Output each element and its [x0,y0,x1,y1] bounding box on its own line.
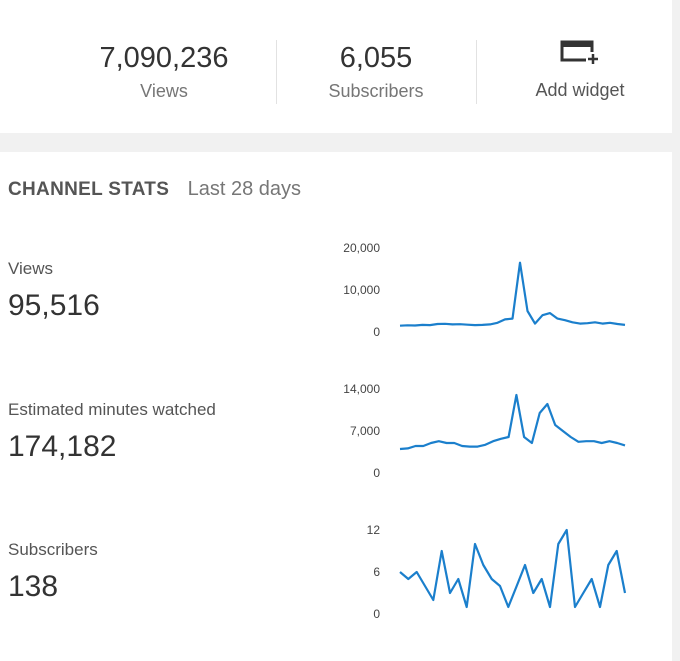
channel-stats-header: CHANNEL STATS Last 28 days [8,178,301,201]
views-total: 7,090,236 [99,42,229,74]
channel-stats-card: CHANNEL STATS Last 28 days Views 95,516 … [0,152,672,661]
series-line [399,393,626,451]
subscribers-metric-label: Subscribers [8,540,98,559]
card-title: CHANNEL STATS [8,179,170,200]
subscribers-metric-value: 138 [8,570,59,603]
summary-divider [276,40,277,104]
add-widget-icon [560,40,600,66]
views-metric-label: Views [8,259,54,278]
y-tick-label: 20,000 [343,241,380,255]
y-tick-label: 0 [373,607,380,621]
subscribers-total: 6,055 [339,42,413,74]
views-sparkline[interactable]: 20,000 10,000 0 [320,240,640,340]
y-tick-label: 14,000 [343,382,380,396]
subscribers-sparkline[interactable]: 12 6 0 [320,522,640,622]
y-tick-label: 0 [373,466,380,480]
y-tick-label: 7,000 [350,424,380,438]
minutes-metric-label: Estimated minutes watched [8,400,216,419]
minutes-sparkline[interactable]: 14,000 7,000 0 [320,381,640,481]
series-line [399,261,626,327]
y-tick-label: 6 [373,565,380,579]
add-widget-button[interactable]: Add widget [505,40,655,101]
summary-divider [476,40,477,104]
subscribers-summary[interactable]: 6,055 Subscribers [276,40,476,102]
views-label: Views [140,81,188,101]
minutes-metric-value: 174,182 [8,430,117,463]
y-tick-label: 10,000 [343,283,380,297]
y-tick-label: 12 [367,523,381,537]
views-metric-value: 95,516 [8,289,100,322]
series-line [399,528,627,609]
card-period: Last 28 days [187,178,302,200]
views-summary[interactable]: 7,090,236 Views [64,40,264,102]
summary-card: 7,090,236 Views 6,055 Subscribers Add wi… [0,0,672,133]
y-tick-label: 0 [373,325,380,339]
subscribers-label: Subscribers [328,81,424,101]
add-widget-label: Add widget [535,80,625,100]
